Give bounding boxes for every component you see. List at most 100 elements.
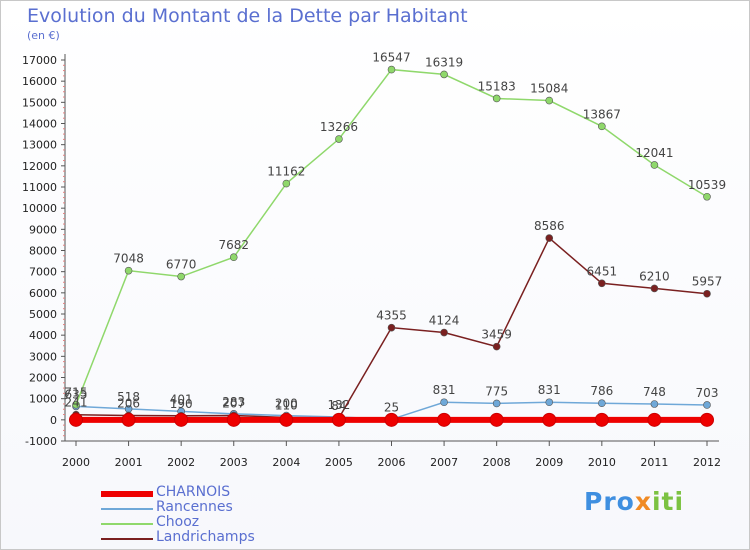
- data-point: [384, 412, 399, 427]
- data-label: 831: [538, 383, 561, 397]
- data-label: 207: [222, 396, 245, 410]
- legend-swatch: [101, 523, 153, 525]
- data-label: 206: [117, 396, 140, 410]
- data-point: [437, 412, 452, 427]
- data-label: 13867: [583, 107, 621, 121]
- y-tick-label: 5000: [29, 308, 57, 321]
- y-tick-label: 4000: [29, 329, 57, 342]
- logo-part-1: Pro: [584, 487, 635, 516]
- series-chooz: 715 7048 6770 7682 11162 13266 16547 16319 15183…: [65, 51, 726, 409]
- data-label: 748: [643, 385, 666, 399]
- y-tick-label: 3000: [29, 350, 57, 363]
- y-tick-label: 17000: [22, 54, 57, 67]
- data-point: [598, 122, 606, 131]
- data-point: [650, 161, 659, 169]
- data-point: [594, 412, 609, 427]
- data-label: 703: [696, 386, 719, 400]
- x-tick-label: 2009: [535, 456, 563, 469]
- y-tick-label: 8000: [29, 245, 57, 258]
- x-tick-label: 2005: [325, 456, 353, 469]
- y-tick-label: 9000: [29, 223, 57, 236]
- data-label: 3459: [481, 328, 512, 342]
- data-label: 7048: [113, 252, 144, 266]
- data-label: 15183: [478, 79, 516, 93]
- data-label: 6210: [639, 269, 670, 283]
- data-point: [492, 342, 501, 351]
- data-label: 4124: [429, 314, 460, 328]
- series-landrichamps: 241 206 190 207 110 84 4355 4124 3459 8586 6451 621…: [65, 219, 723, 422]
- data-label: 401: [170, 392, 193, 406]
- data-label: 11162: [267, 165, 305, 179]
- data-point: [598, 399, 606, 407]
- data-label: 7682: [218, 238, 249, 252]
- data-point: [545, 96, 554, 105]
- data-label: 6770: [166, 258, 197, 272]
- data-point: [700, 412, 714, 427]
- y-tick-label: 12000: [22, 160, 57, 173]
- data-point: [124, 266, 133, 275]
- data-point: [69, 412, 83, 427]
- data-label: 8586: [534, 219, 565, 233]
- legend-swatch: [101, 508, 153, 510]
- data-label: 84: [331, 399, 346, 413]
- data-label: 13266: [320, 120, 358, 134]
- data-point: [703, 401, 711, 409]
- data-point: [72, 400, 80, 409]
- data-point: [440, 398, 448, 407]
- data-point: [387, 323, 396, 332]
- data-label: 518: [117, 390, 140, 404]
- data-point: [279, 412, 294, 427]
- legend-label: Landrichamps: [156, 529, 255, 545]
- data-point: [647, 412, 662, 427]
- data-label: 12041: [635, 146, 673, 160]
- data-point: [121, 412, 136, 427]
- chart-title: Evolution du Montant de la Dette par Hab…: [27, 5, 468, 27]
- x-tick-label: 2010: [588, 456, 616, 469]
- data-label: 5957: [692, 275, 723, 289]
- y-tick-label: 6000: [29, 287, 57, 300]
- x-tick-label: 2011: [640, 456, 668, 469]
- legend-label: Chooz: [156, 514, 200, 530]
- data-point: [650, 400, 659, 408]
- data-label: 6451: [587, 264, 618, 278]
- data-label: 16319: [425, 55, 463, 69]
- y-tick-label: 13000: [22, 139, 57, 152]
- data-label: 25: [384, 400, 399, 414]
- data-label: 16547: [372, 51, 410, 65]
- data-point: [440, 328, 448, 337]
- x-tick-label: 2006: [378, 456, 406, 469]
- data-label: 283: [222, 395, 245, 409]
- data-point: [335, 135, 343, 143]
- data-label: 15084: [530, 82, 568, 96]
- x-tick-label: 2000: [62, 456, 90, 469]
- data-point: [489, 412, 504, 427]
- data-point: [387, 65, 396, 74]
- x-tick-label: 2001: [115, 456, 143, 469]
- x-tick-label: 2008: [483, 456, 511, 469]
- logo-part-2: x: [634, 487, 652, 516]
- data-point: [440, 70, 448, 79]
- y-tick-label: 16000: [22, 75, 57, 88]
- data-label: 10539: [688, 178, 726, 192]
- x-tick-label: 2012: [693, 456, 721, 469]
- y-tick-label: 7000: [29, 266, 57, 279]
- x-tick-label: 2002: [167, 456, 195, 469]
- data-label: 190: [170, 397, 193, 411]
- data-point: [229, 253, 238, 262]
- y-tick-label: 11000: [22, 181, 57, 194]
- legend-label: Rancennes: [156, 499, 233, 515]
- logo-part-3: iti: [651, 487, 685, 516]
- y-tick-label: 2000: [29, 372, 57, 385]
- data-label: 200: [275, 397, 298, 411]
- chart-subtitle: (en €): [27, 29, 60, 42]
- y-tick-label: -1000: [25, 435, 57, 448]
- data-point: [226, 412, 241, 427]
- data-point: [545, 234, 554, 242]
- data-point: [598, 279, 606, 288]
- x-tick-label: 2007: [430, 456, 458, 469]
- y-tick-label: 14000: [22, 118, 57, 131]
- data-label: 4355: [376, 309, 407, 323]
- data-label: 786: [590, 384, 613, 398]
